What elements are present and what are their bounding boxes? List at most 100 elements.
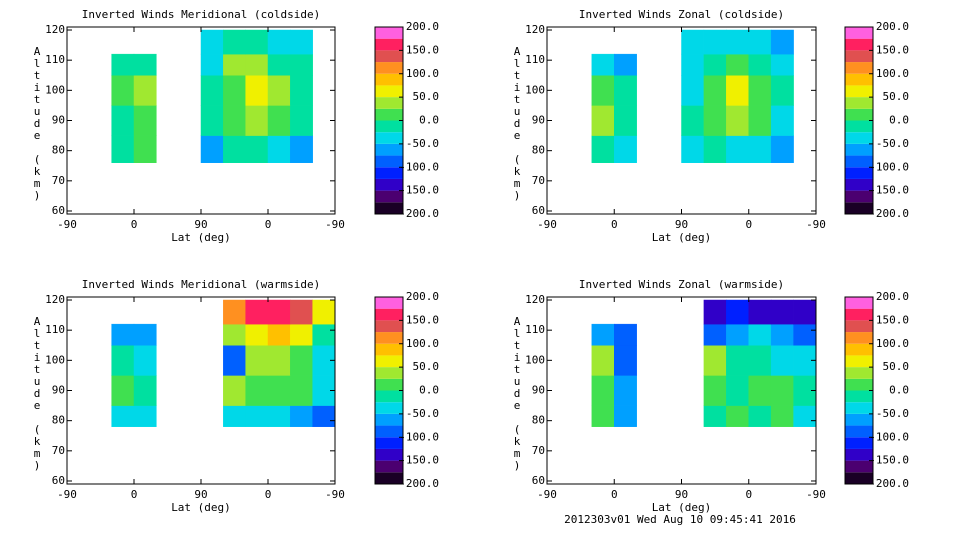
contour-cell — [245, 135, 269, 163]
y-tick-label: 70 — [52, 444, 65, 457]
y-tick-label: 110 — [45, 323, 65, 336]
contour-cell — [290, 405, 313, 427]
contour-cell — [200, 29, 224, 55]
contour-cell — [133, 53, 157, 76]
contour-cell — [267, 105, 291, 136]
y-tick-label: 90 — [52, 384, 65, 397]
contour-cell — [703, 345, 727, 376]
x-tick-label: 90 — [675, 218, 688, 231]
contour-cell — [793, 299, 817, 325]
contour-cell — [133, 323, 157, 346]
contour-cell — [267, 345, 291, 376]
contour-cell — [703, 299, 727, 325]
colorbar-tick-label: 100.0 — [876, 337, 909, 350]
colorbar-tick-label: 50.0 — [883, 360, 910, 373]
x-tick-label: 0 — [131, 488, 138, 501]
x-axis-label: Lat (deg) — [171, 231, 231, 244]
chart-title: Inverted Winds Zonal (warmside) — [579, 278, 784, 291]
colorbar-tick-label: -50.0 — [406, 137, 439, 150]
colorbar-tick-label: -200.0 — [869, 207, 909, 220]
contour-cell — [703, 75, 727, 106]
colorbar-swatch — [375, 367, 403, 379]
y-tick-label: 60 — [532, 474, 545, 487]
contour-cell — [223, 135, 246, 163]
y-tick-label: 100 — [525, 353, 545, 366]
colorbar-swatch — [845, 132, 873, 144]
colorbar-tick-label: 0.0 — [889, 114, 909, 127]
x-axis-label: Lat (deg) — [652, 231, 712, 244]
y-tick-label: 70 — [532, 444, 545, 457]
contour-cell — [748, 405, 772, 427]
footer: 2012303v01 Wed Aug 10 09:45:41 2016 — [564, 513, 796, 526]
chart-title: Inverted Winds Meridional (coldside) — [82, 8, 320, 21]
colorbar-swatch — [845, 437, 873, 449]
contour-cell — [770, 299, 794, 325]
colorbar-tick-label: 150.0 — [406, 43, 439, 56]
contour-cell — [726, 53, 749, 76]
contour-cell — [748, 53, 772, 76]
y-tick-label: 60 — [532, 204, 545, 217]
contour-cell — [133, 375, 157, 406]
contour-cell — [591, 75, 615, 106]
contour-cell — [726, 323, 749, 346]
contour-cell — [290, 323, 313, 346]
colorbar-tick-label: -50.0 — [406, 407, 439, 420]
y-tick-label: 120 — [45, 23, 65, 36]
y-tick-label: 110 — [525, 323, 545, 336]
y-axis-label: Altitude (km) — [511, 315, 524, 471]
contour-cell — [793, 323, 817, 346]
x-tick-label: 0 — [265, 218, 272, 231]
colorbar-swatch — [375, 190, 403, 203]
contour-cell — [245, 405, 269, 427]
contour-cell — [614, 405, 637, 427]
contour-cell — [290, 75, 313, 106]
y-tick-label: 70 — [532, 174, 545, 187]
colorbar-tick-label: -150.0 — [399, 454, 439, 467]
contour-cell — [290, 345, 313, 376]
contour-cell — [223, 323, 246, 346]
colorbar-swatch — [845, 202, 873, 214]
contour-cell — [111, 135, 135, 163]
colorbar-swatch — [375, 378, 403, 391]
colorbar-swatch — [845, 178, 873, 191]
x-tick-label: -90 — [57, 218, 77, 231]
colorbar-swatch — [375, 402, 403, 414]
colorbar-swatch — [375, 143, 403, 156]
contour-cell — [748, 29, 772, 55]
contour-cell — [223, 299, 246, 325]
contour-cell — [267, 53, 291, 76]
contour-cell — [681, 105, 705, 136]
colorbar-tick-label: -200.0 — [399, 207, 439, 220]
colorbar-swatch — [845, 143, 873, 156]
contour-cell — [111, 105, 135, 136]
x-tick-label: 0 — [265, 488, 272, 501]
colorbar-swatch — [375, 62, 403, 74]
colorbar-tick-label: -100.0 — [869, 160, 909, 173]
colorbar-tick-label: 150.0 — [876, 313, 909, 326]
colorbar-swatch — [375, 120, 403, 133]
colorbar-tick-label: -50.0 — [876, 407, 909, 420]
colorbar-swatch — [845, 62, 873, 74]
colorbar-swatch — [845, 460, 873, 473]
x-tick-label: 0 — [131, 218, 138, 231]
colorbar-swatch — [845, 73, 873, 86]
colorbar-swatch — [375, 437, 403, 449]
contour-cell — [223, 405, 246, 427]
colorbar-swatch — [845, 320, 873, 333]
contour-cell — [591, 323, 615, 346]
contour-cell — [770, 135, 794, 163]
colorbar-swatch — [845, 167, 873, 179]
colorbar-swatch — [375, 178, 403, 191]
colorbar-tick-label: 50.0 — [413, 90, 440, 103]
chart-title: Inverted Winds Meridional (warmside) — [82, 278, 320, 291]
contour-cell — [111, 405, 135, 427]
y-tick-label: 120 — [525, 293, 545, 306]
contour-cell — [245, 105, 269, 136]
contour-cell — [267, 29, 291, 55]
contour-cell — [770, 105, 794, 136]
colorbar-swatch — [375, 38, 403, 51]
contour-cell — [726, 75, 749, 106]
colorbar-swatch — [375, 132, 403, 144]
contour-cell — [245, 29, 269, 55]
colorbar-swatch — [375, 50, 403, 63]
